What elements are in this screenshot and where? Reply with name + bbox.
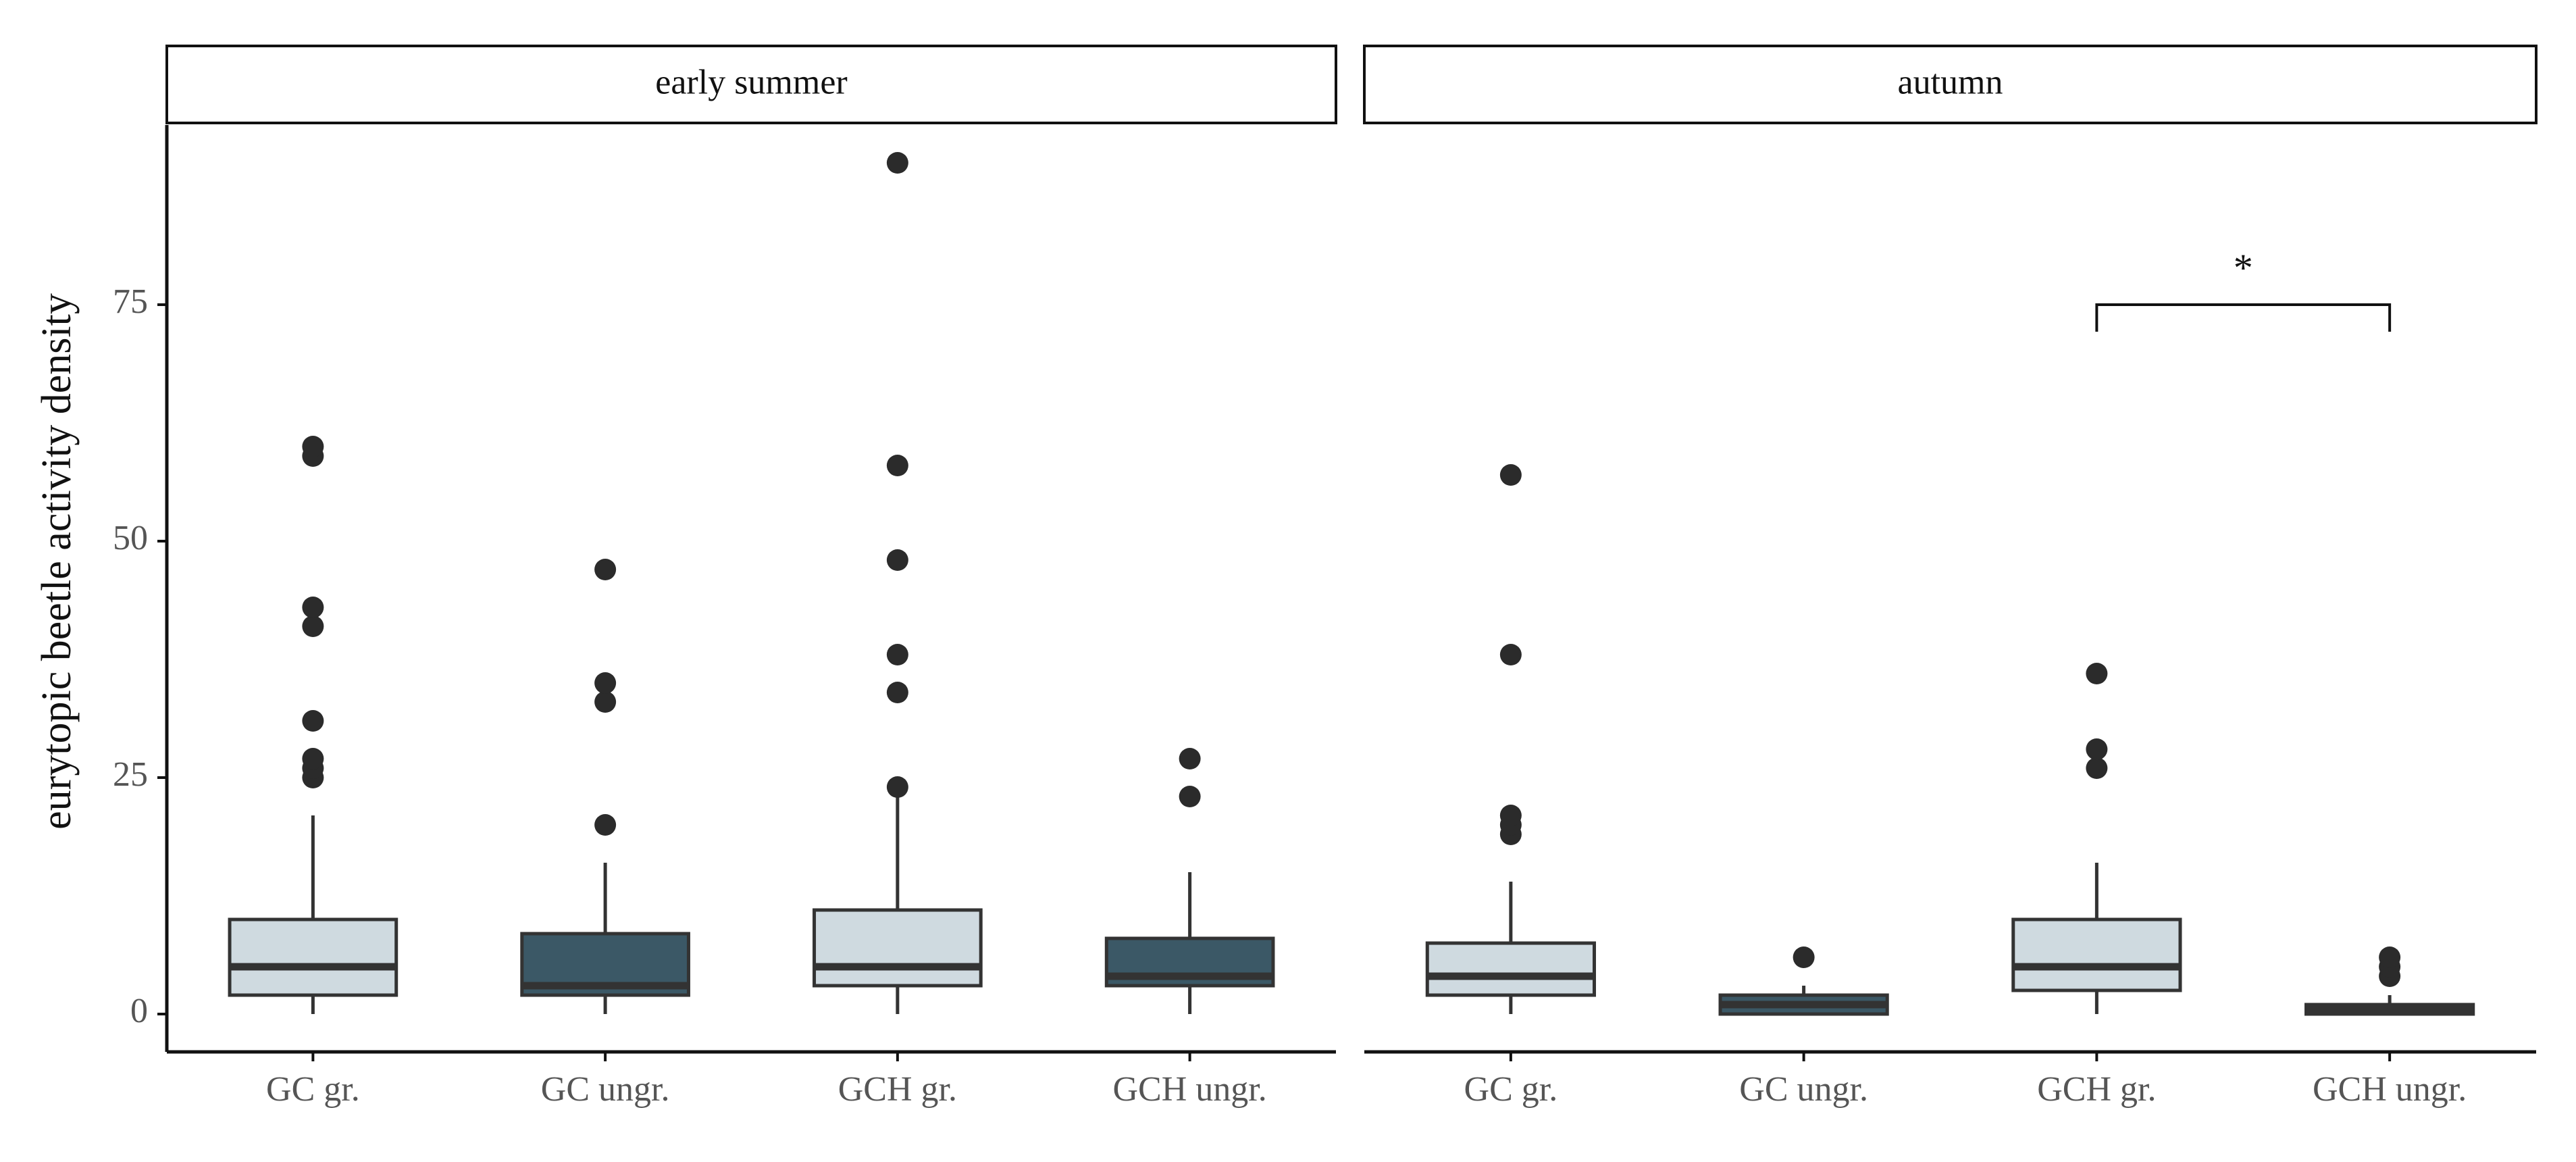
box-autumn-gc-gr xyxy=(1425,941,1596,997)
y-tick-label: 75 xyxy=(113,282,148,321)
outlier-point xyxy=(594,672,617,694)
outlier-point xyxy=(1499,805,1522,826)
facet-strip-early-summer xyxy=(165,45,1337,124)
y-tick-label: 50 xyxy=(113,519,148,557)
outlier-point xyxy=(2086,757,2108,779)
outlier-point xyxy=(886,644,908,665)
outlier-point xyxy=(2086,663,2108,684)
outlier-point xyxy=(302,436,324,457)
box-early-summer-gc-gr xyxy=(228,917,398,997)
outlier-point xyxy=(886,682,908,703)
outlier-point xyxy=(886,776,908,798)
facet-strip-label: early summer xyxy=(655,63,847,101)
outlier-point xyxy=(594,814,617,836)
y-tick-label: 25 xyxy=(113,755,148,794)
outlier-point xyxy=(302,597,324,618)
outlier-point xyxy=(886,549,908,571)
facet-strip-autumn xyxy=(1363,45,2538,124)
x-tick-label: GC ungr. xyxy=(541,1070,670,1109)
x-tick-label: GCH gr. xyxy=(2037,1070,2156,1109)
outlier-point xyxy=(302,748,324,769)
y-tick-label: 0 xyxy=(130,992,148,1030)
x-tick-label: GC gr. xyxy=(266,1070,360,1109)
outlier-point xyxy=(1793,946,1815,968)
outlier-point xyxy=(1499,464,1522,486)
outlier-point xyxy=(302,710,324,732)
y-axis-title: eurytopic beetle activity density xyxy=(34,293,80,830)
outlier-point xyxy=(594,691,617,713)
x-tick-label: GCH ungr. xyxy=(1113,1070,1267,1109)
box-autumn-gch-gr xyxy=(2011,917,2182,992)
outlier-point xyxy=(594,559,617,580)
outlier-point xyxy=(886,152,908,174)
outlier-point xyxy=(1179,786,1201,807)
outlier-point xyxy=(1179,748,1201,769)
box-early-summer-gch-gr xyxy=(813,908,983,988)
outlier-point xyxy=(2379,946,2401,968)
x-tick-label: GCH gr. xyxy=(838,1070,957,1109)
outlier-point xyxy=(302,615,324,637)
x-tick-label: GC ungr. xyxy=(1739,1070,1868,1109)
outlier-point xyxy=(1499,644,1522,665)
facet-strip-label: autumn xyxy=(1898,63,2003,101)
significance-label: * xyxy=(2234,246,2253,290)
outlier-point xyxy=(2086,738,2108,760)
significance-bracket xyxy=(2095,303,2392,332)
outlier-point xyxy=(886,455,908,476)
x-tick-label: GC gr. xyxy=(1464,1070,1558,1109)
x-tick-label: GCH ungr. xyxy=(2313,1070,2467,1109)
